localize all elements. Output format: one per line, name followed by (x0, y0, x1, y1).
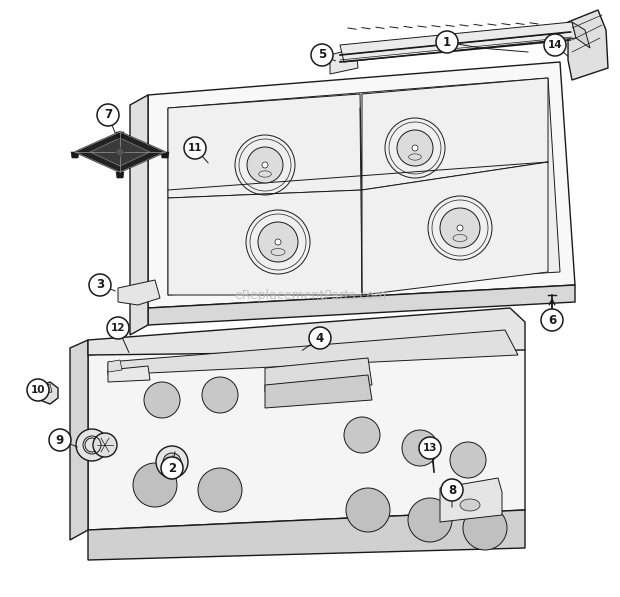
Circle shape (397, 130, 433, 166)
Text: 10: 10 (31, 385, 45, 395)
Text: 1: 1 (443, 35, 451, 48)
Polygon shape (130, 95, 148, 335)
Text: 4: 4 (316, 331, 324, 344)
Polygon shape (88, 322, 525, 530)
Polygon shape (168, 78, 560, 295)
Polygon shape (330, 48, 358, 74)
Polygon shape (362, 162, 548, 295)
Polygon shape (168, 94, 362, 198)
Circle shape (258, 222, 298, 262)
Circle shape (311, 44, 333, 66)
Polygon shape (572, 22, 590, 48)
Polygon shape (108, 366, 150, 382)
Circle shape (309, 327, 331, 349)
Polygon shape (35, 382, 58, 404)
Polygon shape (75, 132, 165, 172)
Text: 12: 12 (111, 323, 125, 333)
Text: 9: 9 (56, 433, 64, 447)
Circle shape (116, 148, 124, 156)
Circle shape (440, 208, 480, 248)
Text: 5: 5 (318, 48, 326, 61)
Circle shape (97, 104, 119, 126)
Circle shape (247, 147, 283, 183)
Circle shape (457, 225, 463, 231)
Polygon shape (70, 340, 88, 540)
Polygon shape (71, 152, 79, 158)
Polygon shape (340, 22, 576, 62)
Circle shape (436, 31, 458, 53)
Polygon shape (108, 330, 518, 375)
Text: 13: 13 (423, 443, 437, 453)
Circle shape (76, 429, 108, 461)
Circle shape (161, 457, 183, 479)
Circle shape (89, 274, 111, 296)
Polygon shape (90, 138, 150, 166)
Ellipse shape (144, 382, 180, 418)
Text: 11: 11 (188, 143, 202, 153)
Polygon shape (440, 478, 502, 522)
Ellipse shape (463, 506, 507, 550)
Polygon shape (148, 285, 575, 325)
Text: 7: 7 (104, 109, 112, 122)
Polygon shape (88, 308, 525, 355)
Ellipse shape (202, 377, 238, 413)
Polygon shape (161, 152, 169, 158)
Polygon shape (265, 358, 372, 392)
Polygon shape (118, 280, 160, 305)
Polygon shape (40, 384, 52, 394)
Text: 6: 6 (548, 313, 556, 327)
Circle shape (163, 453, 181, 471)
Ellipse shape (346, 488, 390, 532)
Polygon shape (168, 190, 362, 295)
Ellipse shape (450, 442, 486, 478)
Ellipse shape (198, 468, 242, 512)
Circle shape (419, 437, 441, 459)
Circle shape (544, 34, 566, 56)
Polygon shape (148, 62, 575, 308)
Ellipse shape (460, 499, 480, 511)
Text: 14: 14 (547, 40, 562, 50)
Circle shape (184, 137, 206, 159)
Circle shape (107, 317, 129, 339)
Text: 2: 2 (168, 461, 176, 475)
Circle shape (412, 145, 418, 151)
Polygon shape (265, 375, 372, 408)
Text: 8: 8 (448, 484, 456, 497)
Text: eReplacementParts.com: eReplacementParts.com (234, 288, 386, 301)
Ellipse shape (408, 498, 452, 542)
Polygon shape (116, 172, 124, 178)
Polygon shape (88, 510, 525, 560)
Circle shape (541, 309, 563, 331)
Circle shape (275, 239, 281, 245)
Ellipse shape (133, 463, 177, 507)
Circle shape (262, 162, 268, 168)
Polygon shape (362, 78, 548, 190)
Ellipse shape (402, 430, 438, 466)
Circle shape (156, 446, 188, 478)
Circle shape (27, 379, 49, 401)
Circle shape (49, 429, 71, 451)
Polygon shape (568, 10, 608, 80)
Polygon shape (108, 360, 122, 372)
Circle shape (441, 479, 463, 501)
Text: 3: 3 (96, 278, 104, 291)
Polygon shape (116, 132, 124, 138)
Ellipse shape (344, 417, 380, 453)
Circle shape (93, 433, 117, 457)
